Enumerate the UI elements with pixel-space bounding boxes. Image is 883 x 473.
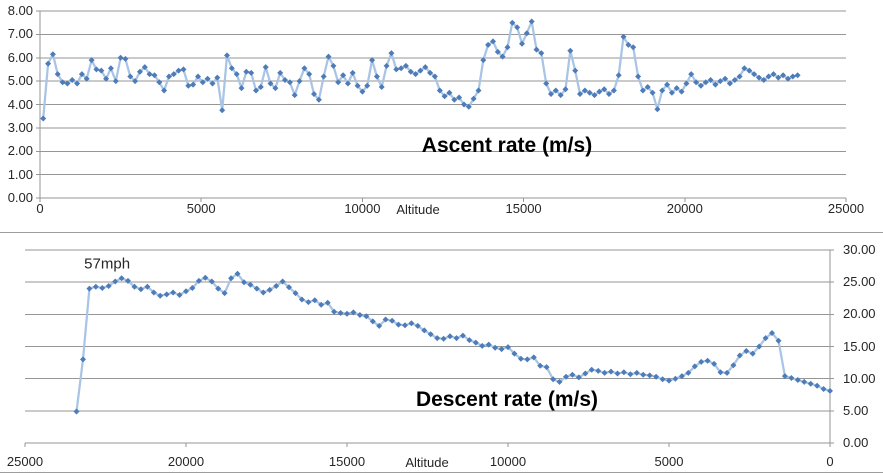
- x-tick-label: 5000: [654, 454, 684, 469]
- y-tick-label: 0.00: [843, 435, 869, 450]
- speed-annotation: 57mph: [84, 255, 131, 273]
- y-tick-label: 5.00: [7, 73, 33, 89]
- y-tick-label: 5.00: [843, 402, 869, 418]
- x-tick-label: 25000: [827, 201, 865, 216]
- ascent-chart-title: Ascent rate (m/s): [421, 134, 593, 157]
- y-tick-label: 25.00: [843, 274, 876, 290]
- y-tick-label: 10.00: [843, 370, 876, 386]
- ascent-plot-area: [36, 10, 847, 202]
- y-tick-label: 6.00: [7, 49, 33, 65]
- x-tick-label: 15000: [505, 201, 542, 216]
- descent-plot-area: [24, 249, 834, 447]
- descent-x-axis-title: Altitude: [405, 455, 449, 470]
- data-series-line: [75, 272, 831, 412]
- x-tick-label: 20000: [666, 201, 703, 216]
- x-tick-label: 0: [36, 201, 44, 216]
- y-tick-label: 20.00: [843, 306, 876, 322]
- descent-chart-title: Descent rate (m/s): [415, 388, 599, 411]
- descent-rate-chart[interactable]: Descent rate (m/s) Altitude 30.00 25.00 20…: [0, 233, 883, 473]
- y-tick-label: 2.00: [7, 143, 33, 159]
- y-tick-label: 4.00: [7, 96, 33, 112]
- y-tick-label: 30.00: [843, 242, 876, 257]
- y-tick-label: 1.00: [7, 166, 33, 182]
- y-tick-label: 8.00: [7, 3, 33, 18]
- x-tick-label: 25000: [6, 454, 44, 469]
- ascent-x-axis-title: Altitude: [396, 202, 440, 217]
- x-tick-label: 10000: [344, 201, 381, 216]
- y-tick-label: 7.00: [7, 26, 33, 42]
- ascent-rate-chart[interactable]: Ascent rate (m/s) Altitude 8.00 7.00 6.00 5…: [0, 0, 883, 233]
- x-tick-label: 5000: [186, 201, 216, 216]
- x-tick-label: 20000: [167, 454, 205, 469]
- y-tick-label: 3.00: [7, 119, 33, 135]
- x-tick-label: 15000: [328, 454, 366, 469]
- y-tick-label: 15.00: [843, 338, 876, 354]
- x-tick-label: 10000: [489, 454, 527, 469]
- x-tick-label: 0: [826, 454, 834, 469]
- y-tick-label: 0.00: [7, 190, 33, 205]
- data-series-markers: [40, 18, 801, 122]
